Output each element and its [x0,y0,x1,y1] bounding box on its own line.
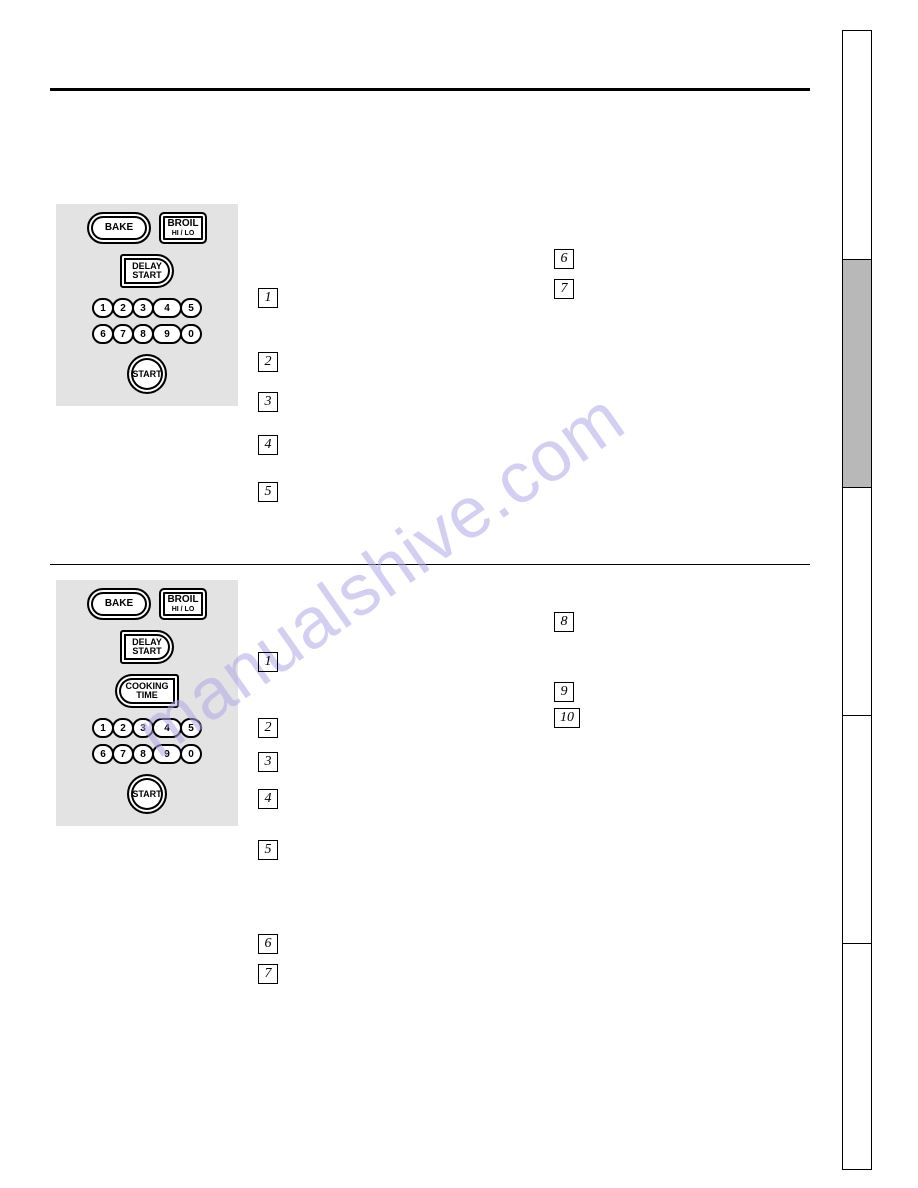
broil-label: BROIL [167,219,198,229]
broil-label: BROIL [167,595,198,605]
step-number: 7 [258,964,278,984]
control-panel-1: BAKE BROIL HI / LO DELAY START 12345 6789… [56,204,238,406]
side-tabs [842,30,872,1170]
numpad-row: 67890 [92,744,202,764]
cook-line2: TIME [136,691,158,700]
step-number: 2 [258,352,278,372]
numpad-key: 3 [132,298,154,318]
numpad-key: 9 [152,744,182,764]
numpad-key: 9 [152,324,182,344]
numpad-2: 12345 67890 [56,718,238,764]
side-tab-divider [843,715,871,716]
numpad-key: 7 [112,324,134,344]
step-number: 7 [554,279,574,299]
side-tab-shaded [843,259,871,487]
numpad-key: 8 [132,744,154,764]
numpad-1: 12345 67890 [56,298,238,344]
numpad-key: 0 [180,744,202,764]
step-number: 2 [258,718,278,738]
step-number: 5 [258,482,278,502]
delay-line2: START [132,271,161,280]
broil-sub-label: HI / LO [172,606,195,613]
numpad-key: 1 [92,718,114,738]
numpad-key: 3 [132,718,154,738]
start-button: START [127,774,167,814]
numpad-key: 5 [180,298,202,318]
step-number: 4 [258,435,278,455]
numpad-key: 1 [92,298,114,318]
control-panel-2: BAKE BROIL HI / LO DELAY START COOKING T… [56,580,238,826]
step-number: 3 [258,392,278,412]
step-number: 1 [258,288,278,308]
numpad-key: 7 [112,744,134,764]
broil-button: BROIL HI / LO [159,212,207,244]
numpad-key: 4 [152,718,182,738]
numpad-key: 6 [92,324,114,344]
numpad-key: 5 [180,718,202,738]
step-number: 6 [258,934,278,954]
broil-button: BROIL HI / LO [159,588,207,620]
delay-start-button: DELAY START [120,630,174,664]
numpad-row: 67890 [92,324,202,344]
side-tab-divider [843,259,871,260]
numpad-key: 4 [152,298,182,318]
numpad-key: 0 [180,324,202,344]
numpad-row: 12345 [92,718,202,738]
delay-start-button: DELAY START [120,254,174,288]
bake-button: BAKE [87,212,151,244]
side-tab-divider [843,943,871,944]
delay-line2: START [132,647,161,656]
broil-sub-label: HI / LO [172,230,195,237]
numpad-key: 8 [132,324,154,344]
step-number: 5 [258,840,278,860]
step-number: 10 [554,708,580,728]
numpad-key: 6 [92,744,114,764]
cooking-time-button: COOKING TIME [115,674,179,708]
step-number: 6 [554,249,574,269]
bake-button: BAKE [87,588,151,620]
numpad-row: 12345 [92,298,202,318]
step-number: 8 [554,612,574,632]
step-number: 9 [554,682,574,702]
step-number: 3 [258,752,278,772]
numpad-key: 2 [112,298,134,318]
start-button: START [127,354,167,394]
step-number: 4 [258,789,278,809]
side-tab-divider [843,487,871,488]
mid-rule [50,564,810,565]
numpad-key: 2 [112,718,134,738]
top-rule [50,88,810,91]
step-number: 1 [258,652,278,672]
